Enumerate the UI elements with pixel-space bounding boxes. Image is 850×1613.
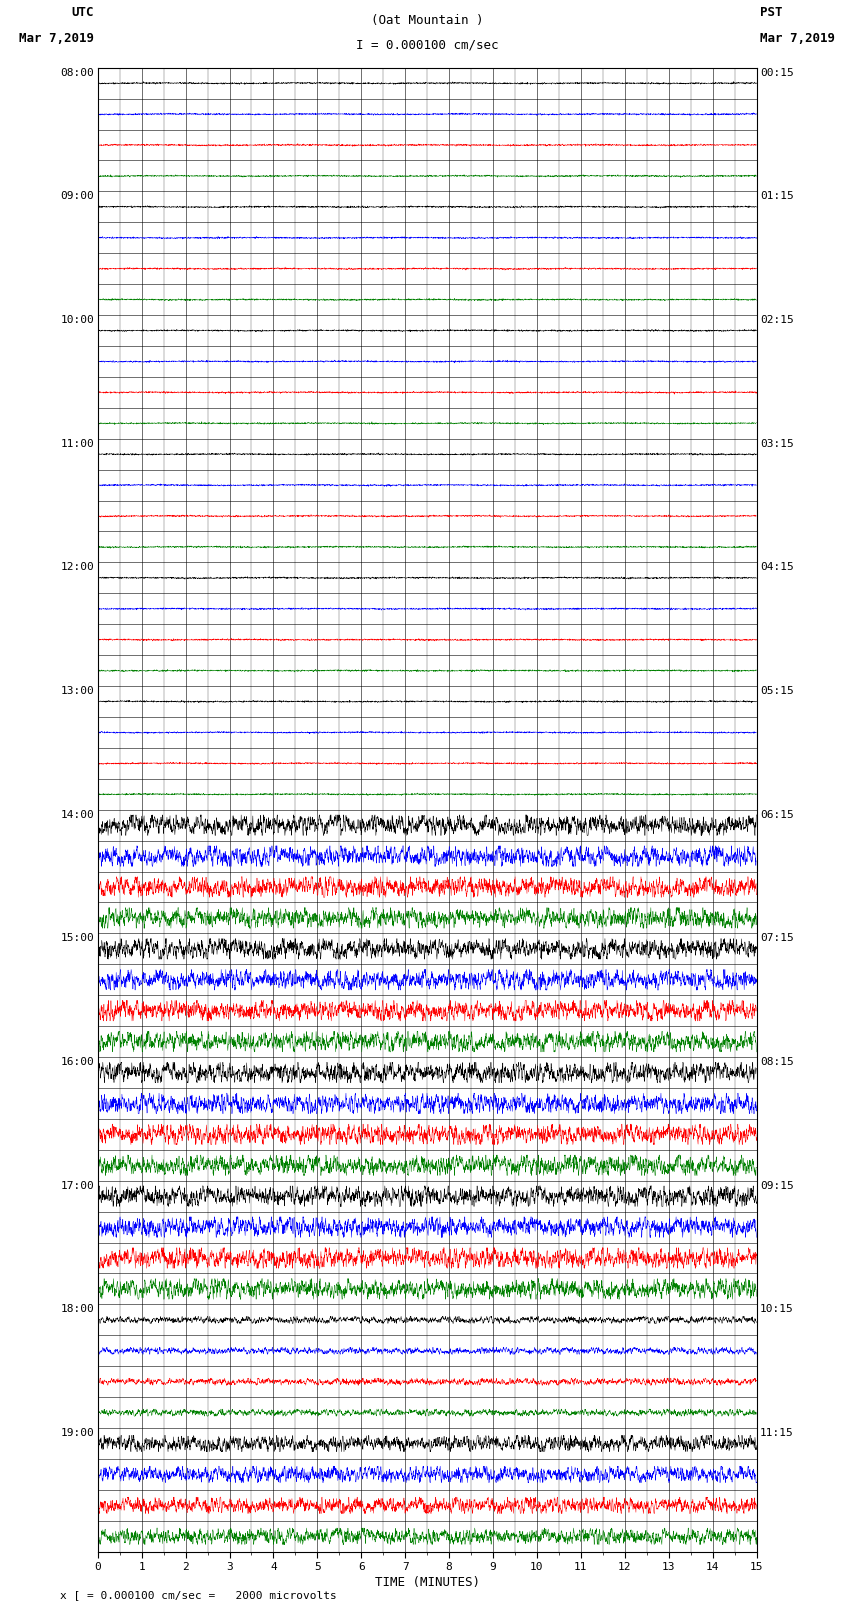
- Text: 16:00: 16:00: [60, 1057, 94, 1068]
- Text: 00:15: 00:15: [760, 68, 794, 77]
- Text: 08:15: 08:15: [760, 1057, 794, 1068]
- Text: 07:15: 07:15: [760, 934, 794, 944]
- Text: PST: PST: [760, 6, 782, 19]
- Text: UTC: UTC: [72, 6, 94, 19]
- Text: 01:15: 01:15: [760, 192, 794, 202]
- Text: 11:00: 11:00: [60, 439, 94, 448]
- Text: (Oat Mountain ): (Oat Mountain ): [371, 15, 484, 27]
- Text: 15:00: 15:00: [60, 934, 94, 944]
- Text: 17:00: 17:00: [60, 1181, 94, 1190]
- Text: 10:15: 10:15: [760, 1305, 794, 1315]
- Text: I = 0.000100 cm/sec: I = 0.000100 cm/sec: [356, 39, 498, 52]
- X-axis label: TIME (MINUTES): TIME (MINUTES): [375, 1576, 479, 1589]
- Text: Mar 7,2019: Mar 7,2019: [20, 32, 94, 45]
- Text: 11:15: 11:15: [760, 1428, 794, 1439]
- Text: 03:15: 03:15: [760, 439, 794, 448]
- Text: x [ = 0.000100 cm/sec =   2000 microvolts: x [ = 0.000100 cm/sec = 2000 microvolts: [60, 1590, 337, 1600]
- Text: 09:00: 09:00: [60, 192, 94, 202]
- Text: OAT HHZ CI: OAT HHZ CI: [385, 0, 469, 3]
- Text: 06:15: 06:15: [760, 810, 794, 819]
- Text: 05:15: 05:15: [760, 686, 794, 697]
- Text: 18:00: 18:00: [60, 1305, 94, 1315]
- Text: 10:00: 10:00: [60, 315, 94, 326]
- Text: 13:00: 13:00: [60, 686, 94, 697]
- Text: 08:00: 08:00: [60, 68, 94, 77]
- Text: 09:15: 09:15: [760, 1181, 794, 1190]
- Text: 12:00: 12:00: [60, 563, 94, 573]
- Text: 02:15: 02:15: [760, 315, 794, 326]
- Text: Mar 7,2019: Mar 7,2019: [760, 32, 835, 45]
- Text: 19:00: 19:00: [60, 1428, 94, 1439]
- Text: 04:15: 04:15: [760, 563, 794, 573]
- Text: 14:00: 14:00: [60, 810, 94, 819]
